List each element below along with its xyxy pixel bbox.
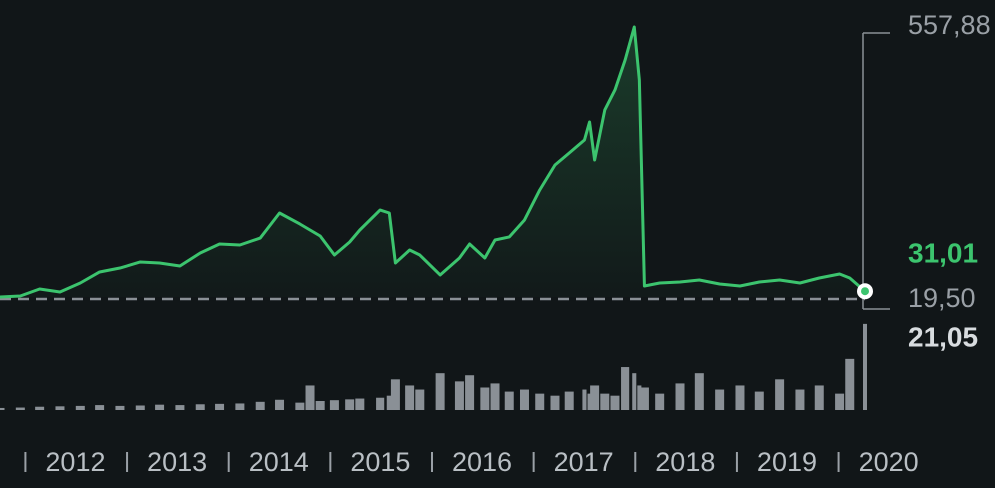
price-line xyxy=(0,25,866,299)
volume-bar xyxy=(195,404,205,410)
volume-bar xyxy=(694,373,704,410)
x-tick-label: 2014 xyxy=(249,447,309,477)
volume-bar xyxy=(405,385,415,410)
volume-bar xyxy=(863,323,867,410)
y-tick-label: 19,50 xyxy=(908,283,976,313)
volume-bar xyxy=(435,373,445,410)
volume-bar xyxy=(55,406,65,410)
price-area xyxy=(0,27,865,297)
volume-bar xyxy=(15,407,25,410)
volume-bar xyxy=(255,401,265,410)
volume-bar xyxy=(155,404,165,410)
volume-bar xyxy=(75,405,85,410)
volume-bar xyxy=(465,375,475,410)
x-tick-label: 2020 xyxy=(859,447,919,477)
volume-bar xyxy=(315,401,325,410)
volume-bar xyxy=(600,393,610,410)
last-price-dot-inner xyxy=(861,287,869,296)
volume-bar xyxy=(610,395,620,410)
volume-bar xyxy=(550,395,560,410)
volume-bar xyxy=(95,405,105,410)
volume-bar xyxy=(621,367,630,410)
x-tick-label: 2015 xyxy=(350,447,410,477)
volume-bar xyxy=(329,400,339,410)
volume-bar xyxy=(675,383,685,410)
last-price-label: 31,01 xyxy=(908,237,978,268)
volume-bar xyxy=(504,391,514,410)
x-tick-label: 2019 xyxy=(757,447,817,477)
volume-bar xyxy=(519,389,529,410)
volume-bar xyxy=(735,385,745,410)
volume-bar xyxy=(390,379,400,410)
volume-bar xyxy=(480,387,490,410)
volume-bar xyxy=(775,379,785,410)
volume-bar xyxy=(454,381,464,410)
volume-bar xyxy=(637,385,642,410)
y-tick-label: 557,88 xyxy=(908,10,991,40)
volume-bar xyxy=(715,389,725,410)
volume-bar xyxy=(415,389,425,410)
volume-bar xyxy=(564,391,574,410)
volume-bar xyxy=(0,407,5,410)
volume-bar xyxy=(587,393,592,410)
volume-bar xyxy=(814,385,824,410)
volume-bar xyxy=(295,402,305,410)
volume-bar xyxy=(754,391,764,410)
volume-bar xyxy=(115,405,125,410)
volume-bar xyxy=(835,393,845,410)
volume-bar xyxy=(345,399,355,410)
volume-bar xyxy=(535,393,545,410)
volume-bar xyxy=(35,406,45,410)
volume-bar xyxy=(175,405,185,410)
volume-bar xyxy=(582,389,587,410)
last-volume-label: 21,05 xyxy=(908,321,978,352)
volume-bar xyxy=(235,403,245,410)
x-tick-label: 2018 xyxy=(655,447,715,477)
volume-bar xyxy=(490,383,500,410)
volume-bar xyxy=(305,385,315,410)
volume-bar xyxy=(215,403,225,410)
volume-bar xyxy=(632,373,637,410)
volume-bar xyxy=(386,395,392,410)
volume-bar xyxy=(845,358,855,410)
volume-bar xyxy=(590,385,600,410)
volume-bar xyxy=(639,387,649,410)
volume-bar xyxy=(795,389,805,410)
volume-bar xyxy=(376,397,385,410)
volume-bar xyxy=(135,405,145,410)
volume-bar xyxy=(355,398,365,410)
volume-bar xyxy=(275,399,285,410)
x-tick-label: 2013 xyxy=(147,447,207,477)
x-tick-label: 2012 xyxy=(45,447,105,477)
volume-bar xyxy=(655,393,665,410)
x-tick-label: 2017 xyxy=(554,447,614,477)
x-tick-label: 2016 xyxy=(452,447,512,477)
